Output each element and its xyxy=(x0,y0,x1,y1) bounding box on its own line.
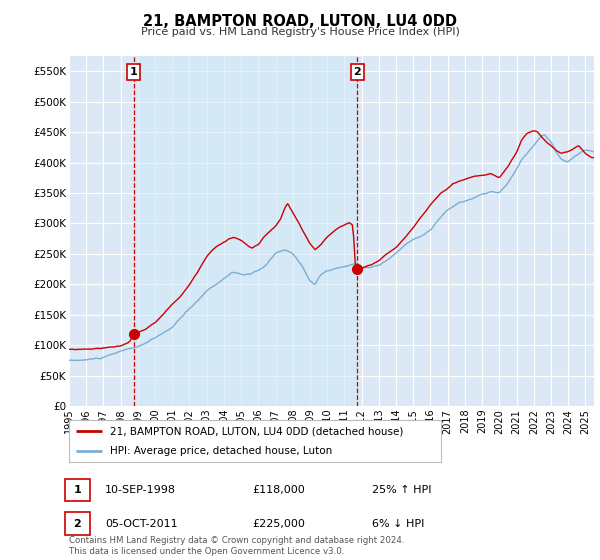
Text: 2: 2 xyxy=(74,519,81,529)
Text: 05-OCT-2011: 05-OCT-2011 xyxy=(105,519,178,529)
Text: Price paid vs. HM Land Registry's House Price Index (HPI): Price paid vs. HM Land Registry's House … xyxy=(140,27,460,37)
Text: £225,000: £225,000 xyxy=(252,519,305,529)
Text: £118,000: £118,000 xyxy=(252,485,305,495)
Text: 10-SEP-1998: 10-SEP-1998 xyxy=(105,485,176,495)
Text: 1: 1 xyxy=(74,485,81,495)
Text: 21, BAMPTON ROAD, LUTON, LU4 0DD: 21, BAMPTON ROAD, LUTON, LU4 0DD xyxy=(143,14,457,29)
Text: 21, BAMPTON ROAD, LUTON, LU4 0DD (detached house): 21, BAMPTON ROAD, LUTON, LU4 0DD (detach… xyxy=(110,426,403,436)
Text: 2: 2 xyxy=(353,67,361,77)
Text: Contains HM Land Registry data © Crown copyright and database right 2024.
This d: Contains HM Land Registry data © Crown c… xyxy=(69,536,404,556)
Text: 6% ↓ HPI: 6% ↓ HPI xyxy=(372,519,424,529)
Text: 25% ↑ HPI: 25% ↑ HPI xyxy=(372,485,431,495)
Text: 1: 1 xyxy=(130,67,137,77)
Bar xyxy=(134,56,358,406)
Text: HPI: Average price, detached house, Luton: HPI: Average price, detached house, Luto… xyxy=(110,446,332,456)
